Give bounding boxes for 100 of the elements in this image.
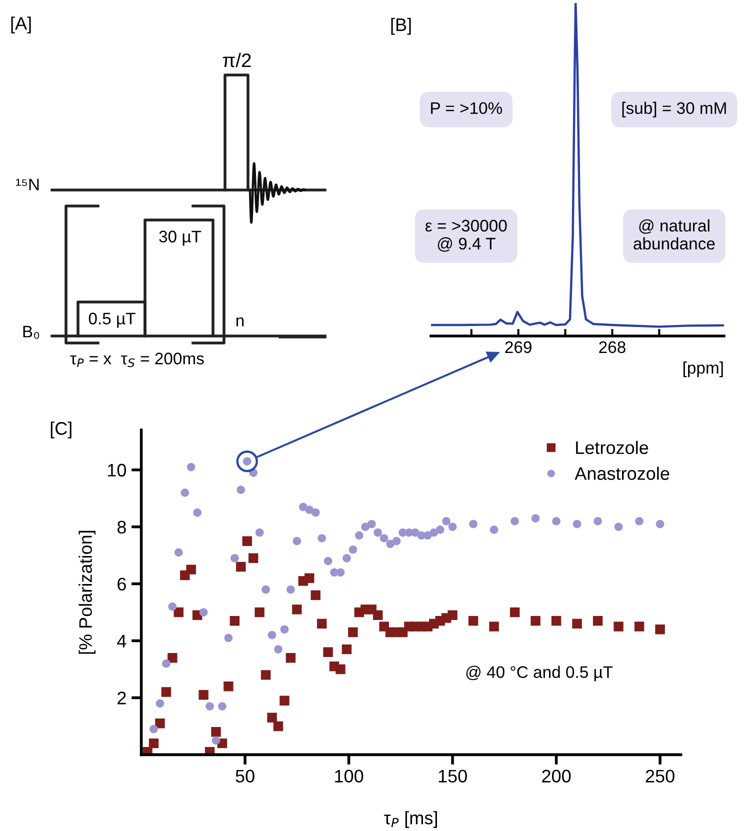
point (162, 659, 170, 668)
point (206, 702, 214, 710)
legend-label: Anastrozole (574, 466, 670, 480)
point (168, 602, 177, 611)
point (161, 687, 172, 697)
y-tick-label: 6 (118, 578, 126, 591)
point (148, 738, 159, 748)
text: ¹⁵N (16, 178, 39, 190)
point (552, 516, 560, 526)
point (614, 622, 624, 632)
annotation: [sub] = 30 mM (622, 102, 726, 118)
point (274, 645, 282, 654)
point (318, 534, 326, 542)
point (204, 746, 215, 755)
text: π/2 (222, 52, 251, 68)
point (510, 516, 519, 526)
point (489, 622, 499, 632)
point (174, 607, 184, 618)
point (180, 488, 190, 497)
point (311, 508, 320, 517)
point (380, 534, 388, 542)
point (186, 462, 196, 472)
point (634, 622, 644, 632)
point (186, 564, 196, 574)
point (469, 520, 478, 528)
point (323, 647, 333, 658)
point (531, 514, 540, 522)
point (342, 554, 351, 562)
point (442, 516, 450, 526)
point (551, 616, 562, 626)
text: 0.5 µT (88, 312, 136, 328)
point (236, 562, 246, 572)
y-axis-title: [% Polarization] (78, 530, 96, 654)
point (193, 508, 202, 517)
point (592, 616, 603, 626)
x-tick-label: 100 (335, 770, 364, 783)
x-tick-label: 268 (599, 341, 626, 354)
point (594, 516, 602, 526)
point (280, 696, 290, 706)
point (260, 670, 271, 680)
x-tick-label: 50 (236, 770, 254, 783)
point (150, 724, 158, 734)
x-tick-label: 200 (542, 770, 571, 783)
point (448, 522, 457, 532)
annotation: @ 40 °C and 0.5 µT (466, 666, 613, 682)
point (254, 607, 264, 618)
point (174, 548, 183, 557)
point (267, 712, 277, 723)
point (262, 585, 270, 594)
legend-label: Letrozole (576, 440, 648, 454)
point (572, 618, 582, 629)
point (342, 644, 352, 654)
point (199, 608, 208, 616)
point (316, 618, 327, 629)
text: τ$_{P}$ = x τ$_{S}$ = 200ms (70, 352, 204, 368)
x-tick-label: 269 (505, 341, 532, 354)
point (324, 556, 332, 566)
text: 30 µT (159, 230, 202, 246)
point (572, 520, 582, 528)
point (436, 526, 444, 534)
point (292, 604, 302, 614)
y-tick-label: 8 (117, 520, 126, 534)
point (255, 528, 264, 537)
point (367, 520, 376, 528)
point (468, 616, 478, 626)
point (156, 699, 164, 708)
point (530, 616, 540, 626)
point (286, 653, 296, 663)
x-axis-title: τ$_{P}$ [ms] (384, 811, 437, 828)
text: [A] (11, 16, 31, 34)
y-tick-label: 4 (117, 634, 126, 648)
point (348, 627, 358, 638)
point (372, 610, 383, 620)
x-tick-label: 250 (646, 770, 674, 783)
point (656, 520, 664, 528)
point (224, 681, 234, 692)
point (268, 630, 276, 640)
point (355, 531, 364, 540)
point (212, 736, 220, 745)
point (448, 610, 458, 620)
point (292, 536, 302, 546)
point (635, 516, 644, 526)
point (348, 545, 358, 554)
x-axis-title: [ppm] (684, 362, 723, 378)
point (510, 607, 520, 618)
chart-title: [C] (50, 422, 72, 438)
annotation: ε = >30000 @ 9.4 T (425, 220, 507, 252)
point (490, 526, 498, 534)
point (211, 727, 221, 737)
annotation: P = >10% (431, 102, 502, 114)
point (614, 522, 623, 532)
point (273, 721, 284, 732)
point (374, 528, 382, 537)
point (248, 553, 258, 564)
point (198, 690, 208, 700)
text: n (236, 317, 244, 326)
point (230, 554, 239, 562)
point (236, 486, 246, 494)
point (336, 568, 345, 577)
x-tick-label: 150 (438, 770, 467, 783)
